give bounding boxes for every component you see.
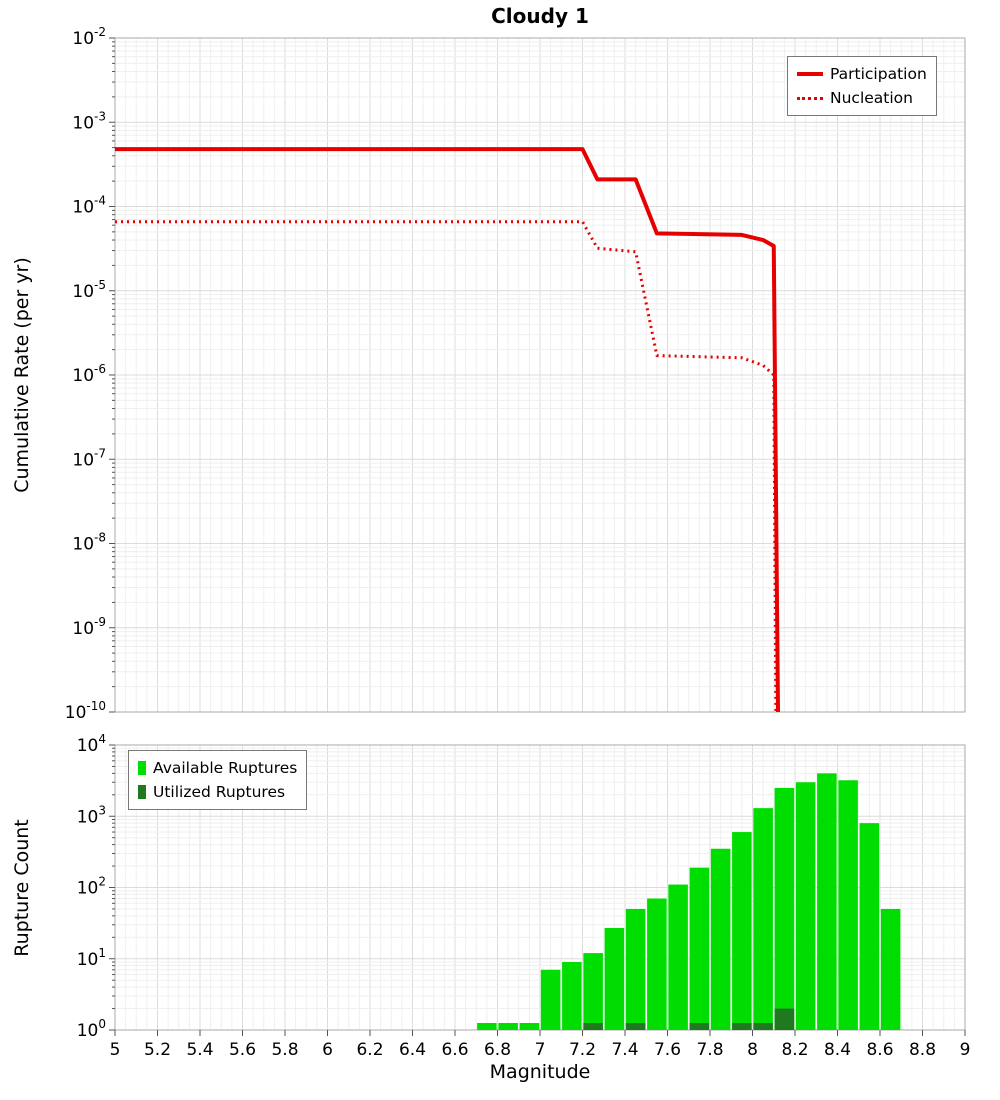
bar [498, 1023, 518, 1030]
bar [625, 908, 646, 1030]
x-tick-label: 9 [960, 1040, 971, 1060]
count-legend: Available Ruptures Utilized Ruptures [128, 750, 308, 810]
x-tick-label: 7.8 [696, 1040, 723, 1060]
y-tick-label: 10-2 [72, 25, 106, 49]
x-tick-label: 5 [110, 1040, 121, 1060]
bar [519, 1023, 540, 1030]
y-tick-label: 10-10 [65, 699, 106, 723]
x-tick-label: 8.6 [866, 1040, 893, 1060]
legend-row-utilized: Utilized Ruptures [138, 780, 297, 804]
bar [710, 848, 731, 1030]
legend-label-nucleation: Nucleation [830, 89, 913, 107]
x-tick-label: 6 [322, 1040, 333, 1060]
y-tick-label: 100 [77, 1017, 106, 1041]
y-tick-label: 101 [77, 946, 106, 970]
available-ruptures-bars [477, 773, 901, 1030]
chart-title: Cloudy 1 [491, 4, 589, 28]
rate-y-axis-label: Cumulative Rate (per yr) [11, 257, 33, 493]
x-tick-label: 6.6 [441, 1040, 468, 1060]
y-tick-label: 10-7 [72, 446, 106, 470]
y-tick-label: 10-3 [72, 109, 106, 133]
x-tick-label: 6.8 [484, 1040, 511, 1060]
y-tick-label: 10-6 [72, 362, 106, 386]
x-tick-label: 8.4 [824, 1040, 851, 1060]
legend-label-utilized: Utilized Ruptures [153, 783, 286, 801]
x-tick-label: 7 [535, 1040, 546, 1060]
x-tick-label: 5.4 [186, 1040, 213, 1060]
bar [562, 962, 582, 1030]
y-tick-label: 10-5 [72, 278, 106, 302]
bar [647, 898, 667, 1030]
x-tick-label: 7.6 [654, 1040, 681, 1060]
bar [774, 1008, 795, 1030]
legend-row-participation: Participation [797, 62, 927, 86]
rate-panel-grid [114, 37, 966, 713]
legend-label-participation: Participation [830, 65, 927, 83]
legend-label-available: Available Ruptures [153, 759, 298, 777]
utilized-ruptures-swatch [138, 785, 146, 799]
bar [477, 1023, 497, 1030]
bar [583, 953, 603, 1030]
y-tick-label: 10-9 [72, 615, 106, 639]
bar [625, 1023, 646, 1030]
bar [753, 808, 773, 1030]
y-tick-label: 10-4 [72, 194, 106, 218]
x-tick-label: 5.8 [271, 1040, 298, 1060]
bar [859, 823, 880, 1030]
bar [604, 928, 625, 1030]
x-axis: 5 5.2 5.4 5.6 5.8 6 6.2 6.4 6.6 6.8 7 7.2 7.4 7.6 7.8 8… [110, 1030, 971, 1060]
bar [689, 867, 710, 1030]
count-y-axis-label: Rupture Count [11, 819, 33, 957]
bar [774, 787, 795, 1030]
rate-legend: Participation Nucleation [787, 56, 937, 116]
bar [817, 773, 837, 1030]
participation-line-swatch [797, 72, 823, 76]
nucleation-line [115, 220, 778, 713]
x-tick-label: 8 [747, 1040, 758, 1060]
bar [838, 780, 858, 1030]
rate-y-axis: 10-2 10-3 10-4 10-5 10-6 10-7 10-8 10-9 10-10 [65, 25, 115, 723]
participation-line [115, 147, 780, 713]
y-tick-label: 104 [77, 732, 106, 756]
x-tick-label: 7.2 [569, 1040, 596, 1060]
utilized-ruptures-bars [583, 1008, 795, 1030]
count-y-axis: 100 101 102 103 104 [77, 732, 115, 1041]
x-axis-label: Magnitude [489, 1061, 591, 1083]
x-tick-label: 8.8 [909, 1040, 936, 1060]
x-tick-label: 6.2 [356, 1040, 383, 1060]
legend-row-available: Available Ruptures [138, 756, 297, 780]
available-ruptures-swatch [138, 761, 146, 775]
x-tick-label: 8.2 [781, 1040, 808, 1060]
x-tick-label: 6.4 [399, 1040, 426, 1060]
bar [732, 1023, 752, 1030]
nucleation-line-swatch [797, 96, 823, 100]
legend-row-nucleation: Nucleation [797, 86, 927, 110]
bar [753, 1023, 773, 1030]
bar [689, 1023, 710, 1030]
y-tick-label: 102 [77, 875, 106, 899]
x-tick-label: 7.4 [611, 1040, 638, 1060]
bar [583, 1023, 603, 1030]
y-tick-label: 10-8 [72, 531, 106, 555]
bar [540, 969, 561, 1030]
x-tick-label: 5.6 [229, 1040, 256, 1060]
y-tick-label: 103 [77, 803, 106, 827]
bar [795, 782, 816, 1030]
bar [732, 832, 752, 1030]
bar [668, 884, 688, 1030]
bar [880, 908, 901, 1030]
x-tick-label: 5.2 [144, 1040, 171, 1060]
